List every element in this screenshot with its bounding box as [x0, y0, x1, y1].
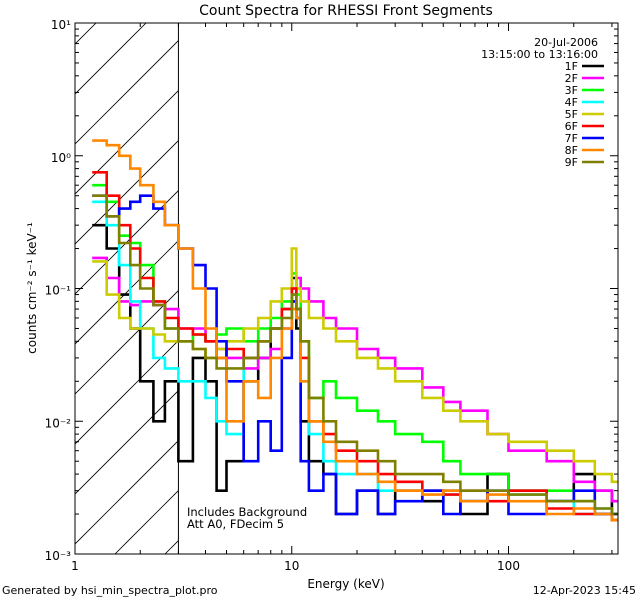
- y-tick-label: 10⁰: [51, 151, 71, 165]
- legend-label: 6F: [565, 120, 578, 133]
- annotation-attenuator: Att A0, FDecim 5: [187, 517, 284, 531]
- legend-label: 8F: [565, 144, 578, 157]
- x-tick-label: 10: [284, 559, 299, 573]
- series-9f-line: [92, 194, 618, 516]
- legend-label: 5F: [565, 108, 578, 121]
- y-axis-label: counts cm⁻² s⁻¹ keV⁻¹: [25, 222, 39, 354]
- excluded-energy-region: [75, 23, 179, 554]
- legend-label: 3F: [565, 84, 578, 97]
- y-tick-label: 10⁻²: [45, 416, 72, 430]
- x-axis-label: Energy (keV): [307, 577, 384, 591]
- footer-generated-by: Generated by hsi_min_spectra_plot.pro: [2, 584, 218, 597]
- legend-label: 9F: [565, 156, 578, 169]
- legend-label: 1F: [565, 60, 578, 73]
- legend-time-range: 13:15:00 to 13:16:00: [481, 48, 598, 61]
- x-tick-label: 1: [71, 559, 79, 573]
- hatch-lines: [75, 23, 179, 554]
- x-tick-label: 100: [497, 559, 520, 573]
- chart-title: Count Spectra for RHESSI Front Segments: [199, 3, 493, 19]
- legend-label: 2F: [565, 72, 578, 85]
- y-tick-label: 10⁻¹: [45, 284, 72, 298]
- series-5f-line: [92, 247, 618, 484]
- annotation-background: Includes Background: [187, 505, 307, 519]
- legend-label: 7F: [565, 132, 578, 145]
- legend-date: 20-Jul-2006: [534, 36, 598, 49]
- y-tick-label: 10⁻³: [45, 549, 72, 563]
- axis-ticks: 1 10 100 10¹ 10⁰ 10⁻¹ 10⁻² 10⁻³: [45, 18, 618, 573]
- legend-label: 4F: [565, 96, 578, 109]
- footer-timestamp: 12-Apr-2023 15:45: [533, 584, 636, 597]
- series-layer: [92, 139, 618, 522]
- series-8f-line: [92, 139, 618, 522]
- y-tick-label: 10¹: [51, 18, 71, 32]
